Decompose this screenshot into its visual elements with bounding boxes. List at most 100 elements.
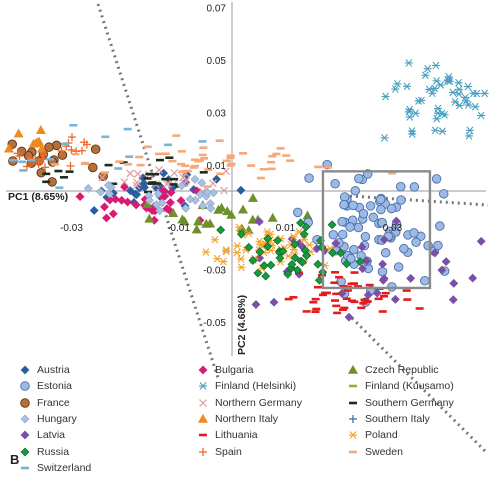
data-point bbox=[133, 170, 142, 178]
data-point bbox=[305, 241, 314, 249]
data-point bbox=[283, 269, 293, 279]
data-point bbox=[299, 229, 309, 239]
data-point bbox=[44, 142, 54, 152]
data-point bbox=[462, 97, 471, 105]
data-point bbox=[469, 89, 478, 98]
data-point bbox=[378, 259, 388, 269]
legend-label: Austria bbox=[37, 364, 70, 376]
data-point bbox=[144, 195, 154, 205]
data-point bbox=[353, 222, 364, 233]
data-point bbox=[153, 189, 163, 199]
x-tick-label: -0.01 bbox=[167, 223, 190, 234]
data-point bbox=[438, 127, 447, 136]
panel-label: B bbox=[10, 452, 20, 467]
data-point bbox=[290, 239, 300, 249]
legend-marker-icon bbox=[20, 381, 30, 392]
data-point bbox=[430, 84, 439, 93]
legend-marker-icon bbox=[197, 413, 209, 423]
data-point bbox=[166, 188, 176, 197]
data-point bbox=[430, 248, 440, 258]
data-point bbox=[441, 257, 451, 267]
data-point bbox=[331, 238, 341, 248]
data-point bbox=[16, 146, 27, 157]
data-point bbox=[263, 241, 273, 251]
data-point bbox=[293, 265, 302, 275]
y-tick-label: -0.03 bbox=[203, 266, 226, 277]
data-point bbox=[181, 177, 190, 185]
data-point bbox=[247, 214, 258, 224]
data-point bbox=[451, 98, 460, 106]
data-point bbox=[454, 78, 463, 87]
data-point bbox=[393, 79, 402, 88]
legend-marker-icon bbox=[198, 365, 208, 375]
series-sweden bbox=[51, 134, 397, 188]
data-point bbox=[328, 248, 337, 258]
data-point bbox=[346, 253, 356, 264]
data-point bbox=[289, 232, 298, 241]
data-point bbox=[125, 186, 135, 196]
data-point bbox=[414, 97, 423, 105]
legend-marker-icon bbox=[199, 433, 207, 437]
data-point bbox=[253, 268, 263, 278]
data-point bbox=[111, 194, 120, 204]
data-point bbox=[57, 150, 68, 160]
data-point bbox=[102, 213, 111, 223]
data-point bbox=[379, 235, 389, 245]
legend-item-latvia: Latvia bbox=[18, 427, 65, 443]
legend-item-southern-italy: Southern Italy bbox=[346, 411, 430, 427]
legend-item-bulgaria: Bulgaria bbox=[196, 362, 254, 378]
x-tick-label: 0.01 bbox=[276, 223, 296, 234]
data-point bbox=[350, 186, 361, 196]
data-point bbox=[13, 128, 24, 138]
data-point bbox=[132, 190, 142, 199]
data-point bbox=[177, 181, 187, 191]
data-point bbox=[365, 201, 376, 211]
data-point bbox=[267, 212, 278, 222]
y-tick-label: -0.05 bbox=[203, 318, 226, 329]
data-point bbox=[380, 248, 391, 258]
legend-label: Southern Italy bbox=[365, 412, 430, 425]
data-point bbox=[298, 257, 307, 267]
data-point bbox=[411, 109, 420, 118]
legend-marker-icon bbox=[349, 431, 357, 440]
legend-marker-icon bbox=[20, 397, 30, 408]
data-point bbox=[421, 71, 430, 80]
data-point bbox=[284, 252, 293, 260]
data-point bbox=[396, 181, 406, 192]
data-point bbox=[448, 88, 457, 97]
data-point bbox=[66, 161, 75, 170]
data-point bbox=[476, 236, 486, 246]
data-point bbox=[375, 194, 386, 205]
legend-item-northern-germany: Northern Germany bbox=[196, 395, 302, 411]
data-point bbox=[420, 275, 430, 286]
data-point bbox=[465, 132, 474, 140]
data-point bbox=[197, 178, 207, 188]
data-point bbox=[131, 200, 141, 210]
data-point bbox=[377, 266, 388, 277]
data-point bbox=[261, 271, 271, 281]
data-point bbox=[409, 228, 419, 238]
data-point bbox=[108, 209, 118, 219]
series-lithuania bbox=[284, 271, 424, 315]
data-point bbox=[444, 77, 453, 85]
data-point bbox=[345, 222, 355, 232]
data-point bbox=[237, 204, 249, 214]
x-tick-label: 0.03 bbox=[383, 223, 403, 234]
data-point bbox=[177, 214, 188, 224]
data-point bbox=[68, 133, 77, 142]
data-point bbox=[337, 229, 348, 240]
data-point bbox=[170, 169, 179, 177]
data-point bbox=[358, 264, 367, 274]
data-point bbox=[133, 178, 141, 187]
data-point bbox=[244, 242, 254, 252]
data-point bbox=[403, 82, 412, 91]
legend-marker-icon bbox=[199, 398, 207, 407]
data-point bbox=[254, 217, 264, 226]
data-point bbox=[411, 237, 421, 248]
data-point bbox=[165, 198, 175, 207]
data-point bbox=[132, 181, 141, 190]
data-point bbox=[36, 143, 47, 153]
data-point bbox=[144, 213, 155, 223]
data-point bbox=[206, 203, 216, 213]
data-point bbox=[251, 300, 261, 309]
